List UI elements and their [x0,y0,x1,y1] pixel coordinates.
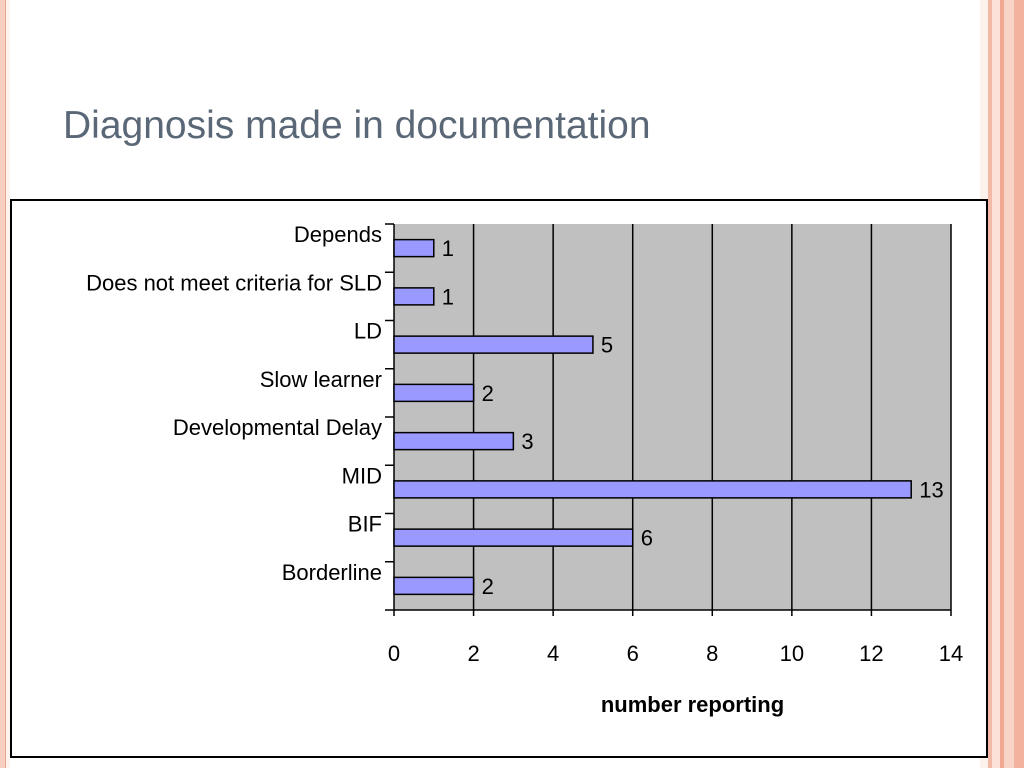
bar [393,335,594,354]
chart-container: 0 2 4 6 8 10 12 14 2 Borderline 6 BIF 13 MID 3 Developm… [10,199,988,758]
data-label: 6 [641,526,653,551]
category-label: LD [354,319,382,344]
data-label: 13 [919,477,943,502]
category-label: Borderline [282,560,382,585]
x-tick-label: 8 [706,641,718,666]
data-label: 2 [482,574,494,599]
x-tick-label: 4 [547,641,559,666]
data-label: 2 [482,381,494,406]
bar [393,480,912,499]
x-tick-label: 12 [859,641,883,666]
bar [393,383,475,403]
bar [393,431,515,451]
bar [393,287,435,306]
x-axis-title: number reporting [601,692,784,717]
category-label: Depends [294,222,382,247]
category-label: Slow learner [260,367,382,392]
left-decorative-stripe [0,0,10,768]
x-tick-label: 6 [627,641,639,666]
x-tick-label: 0 [388,641,400,666]
category-label: BIF [348,512,382,537]
data-label: 1 [442,284,454,309]
category-label: Does not meet criteria for SLD [86,270,382,295]
x-tick-label: 14 [939,641,963,666]
bar-chart: 0 2 4 6 8 10 12 142Borderline6BIF13MID3Developm… [86,222,963,717]
category-label: Developmental Delay [173,415,382,440]
slide-title: Diagnosis made in documentation [63,104,651,147]
bar [393,528,634,547]
x-tick-label: 2 [467,641,479,666]
category-label: MID [342,463,382,488]
data-label: 3 [521,429,533,454]
bar [393,238,435,258]
data-label: 1 [442,236,454,261]
x-tick-label: 10 [780,641,804,666]
plot-area [394,224,951,610]
bar [393,576,475,596]
data-label: 5 [601,333,613,358]
